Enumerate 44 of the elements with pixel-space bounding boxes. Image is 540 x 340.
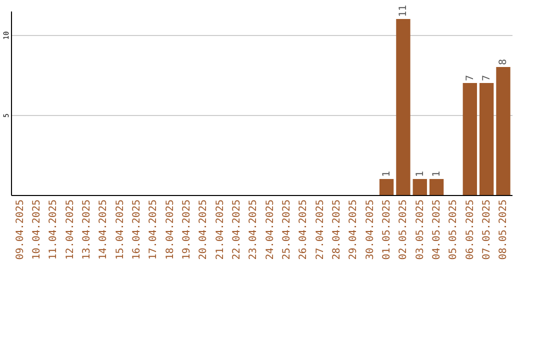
x-tick-label: 16.04.2025 xyxy=(131,200,142,260)
x-tick-label: 15.04.2025 xyxy=(114,200,126,260)
bar xyxy=(429,179,444,195)
x-tick-label: 11.04.2025 xyxy=(48,200,60,260)
x-tick-label: 27.04.2025 xyxy=(314,200,326,260)
bar xyxy=(462,83,477,195)
x-tick-label: 09.04.2025 xyxy=(14,200,26,260)
x-tick-label: 24.04.2025 xyxy=(264,200,276,260)
x-tick-label: 20.04.2025 xyxy=(198,200,210,260)
x-tick-label: 08.05.2025 xyxy=(498,200,510,260)
x-tick-label: 19.04.2025 xyxy=(181,200,192,260)
x-tick-label: 05.05.2025 xyxy=(448,200,460,260)
x-tick-label: 13.04.2025 xyxy=(81,200,92,260)
x-tick-label: 23.04.2025 xyxy=(248,200,260,260)
x-tick-label: 12.04.2025 xyxy=(64,200,76,260)
bar xyxy=(479,83,494,195)
x-tick-label: 29.04.2025 xyxy=(348,200,360,260)
bar xyxy=(396,19,410,195)
x-tick-label: 02.05.2025 xyxy=(398,200,410,260)
x-tick-label: 01.05.2025 xyxy=(382,200,393,260)
data-label: 11 xyxy=(398,4,410,17)
bar xyxy=(496,67,510,195)
x-tick-label: 14.04.2025 xyxy=(98,200,110,260)
x-tick-label: 30.04.2025 xyxy=(364,200,376,260)
data-label: 8 xyxy=(498,58,510,65)
data-label: 1 xyxy=(382,170,393,177)
x-tick-label: 25.04.2025 xyxy=(282,200,293,260)
data-label: 1 xyxy=(432,170,443,177)
data-label: 7 xyxy=(464,74,476,81)
x-tick-label: 10.04.2025 xyxy=(31,200,42,260)
x-tick-label: 22.04.2025 xyxy=(231,200,242,260)
x-tick-label: 17.04.2025 xyxy=(148,200,160,260)
data-label: 1 xyxy=(414,170,426,177)
bar xyxy=(379,179,394,195)
bar xyxy=(412,179,427,195)
data-label: 7 xyxy=(482,74,493,81)
x-tick-label: 21.04.2025 xyxy=(214,200,226,260)
x-tick-label: 18.04.2025 xyxy=(164,200,176,260)
x-tick-label: 28.04.2025 xyxy=(332,200,343,260)
x-tick-label: 06.05.2025 xyxy=(464,200,476,260)
x-tick-label: 03.05.2025 xyxy=(414,200,426,260)
x-tick-label: 07.05.2025 xyxy=(482,200,493,260)
x-tick-label: 26.04.2025 xyxy=(298,200,310,260)
x-tick-label: 04.05.2025 xyxy=(432,200,443,260)
